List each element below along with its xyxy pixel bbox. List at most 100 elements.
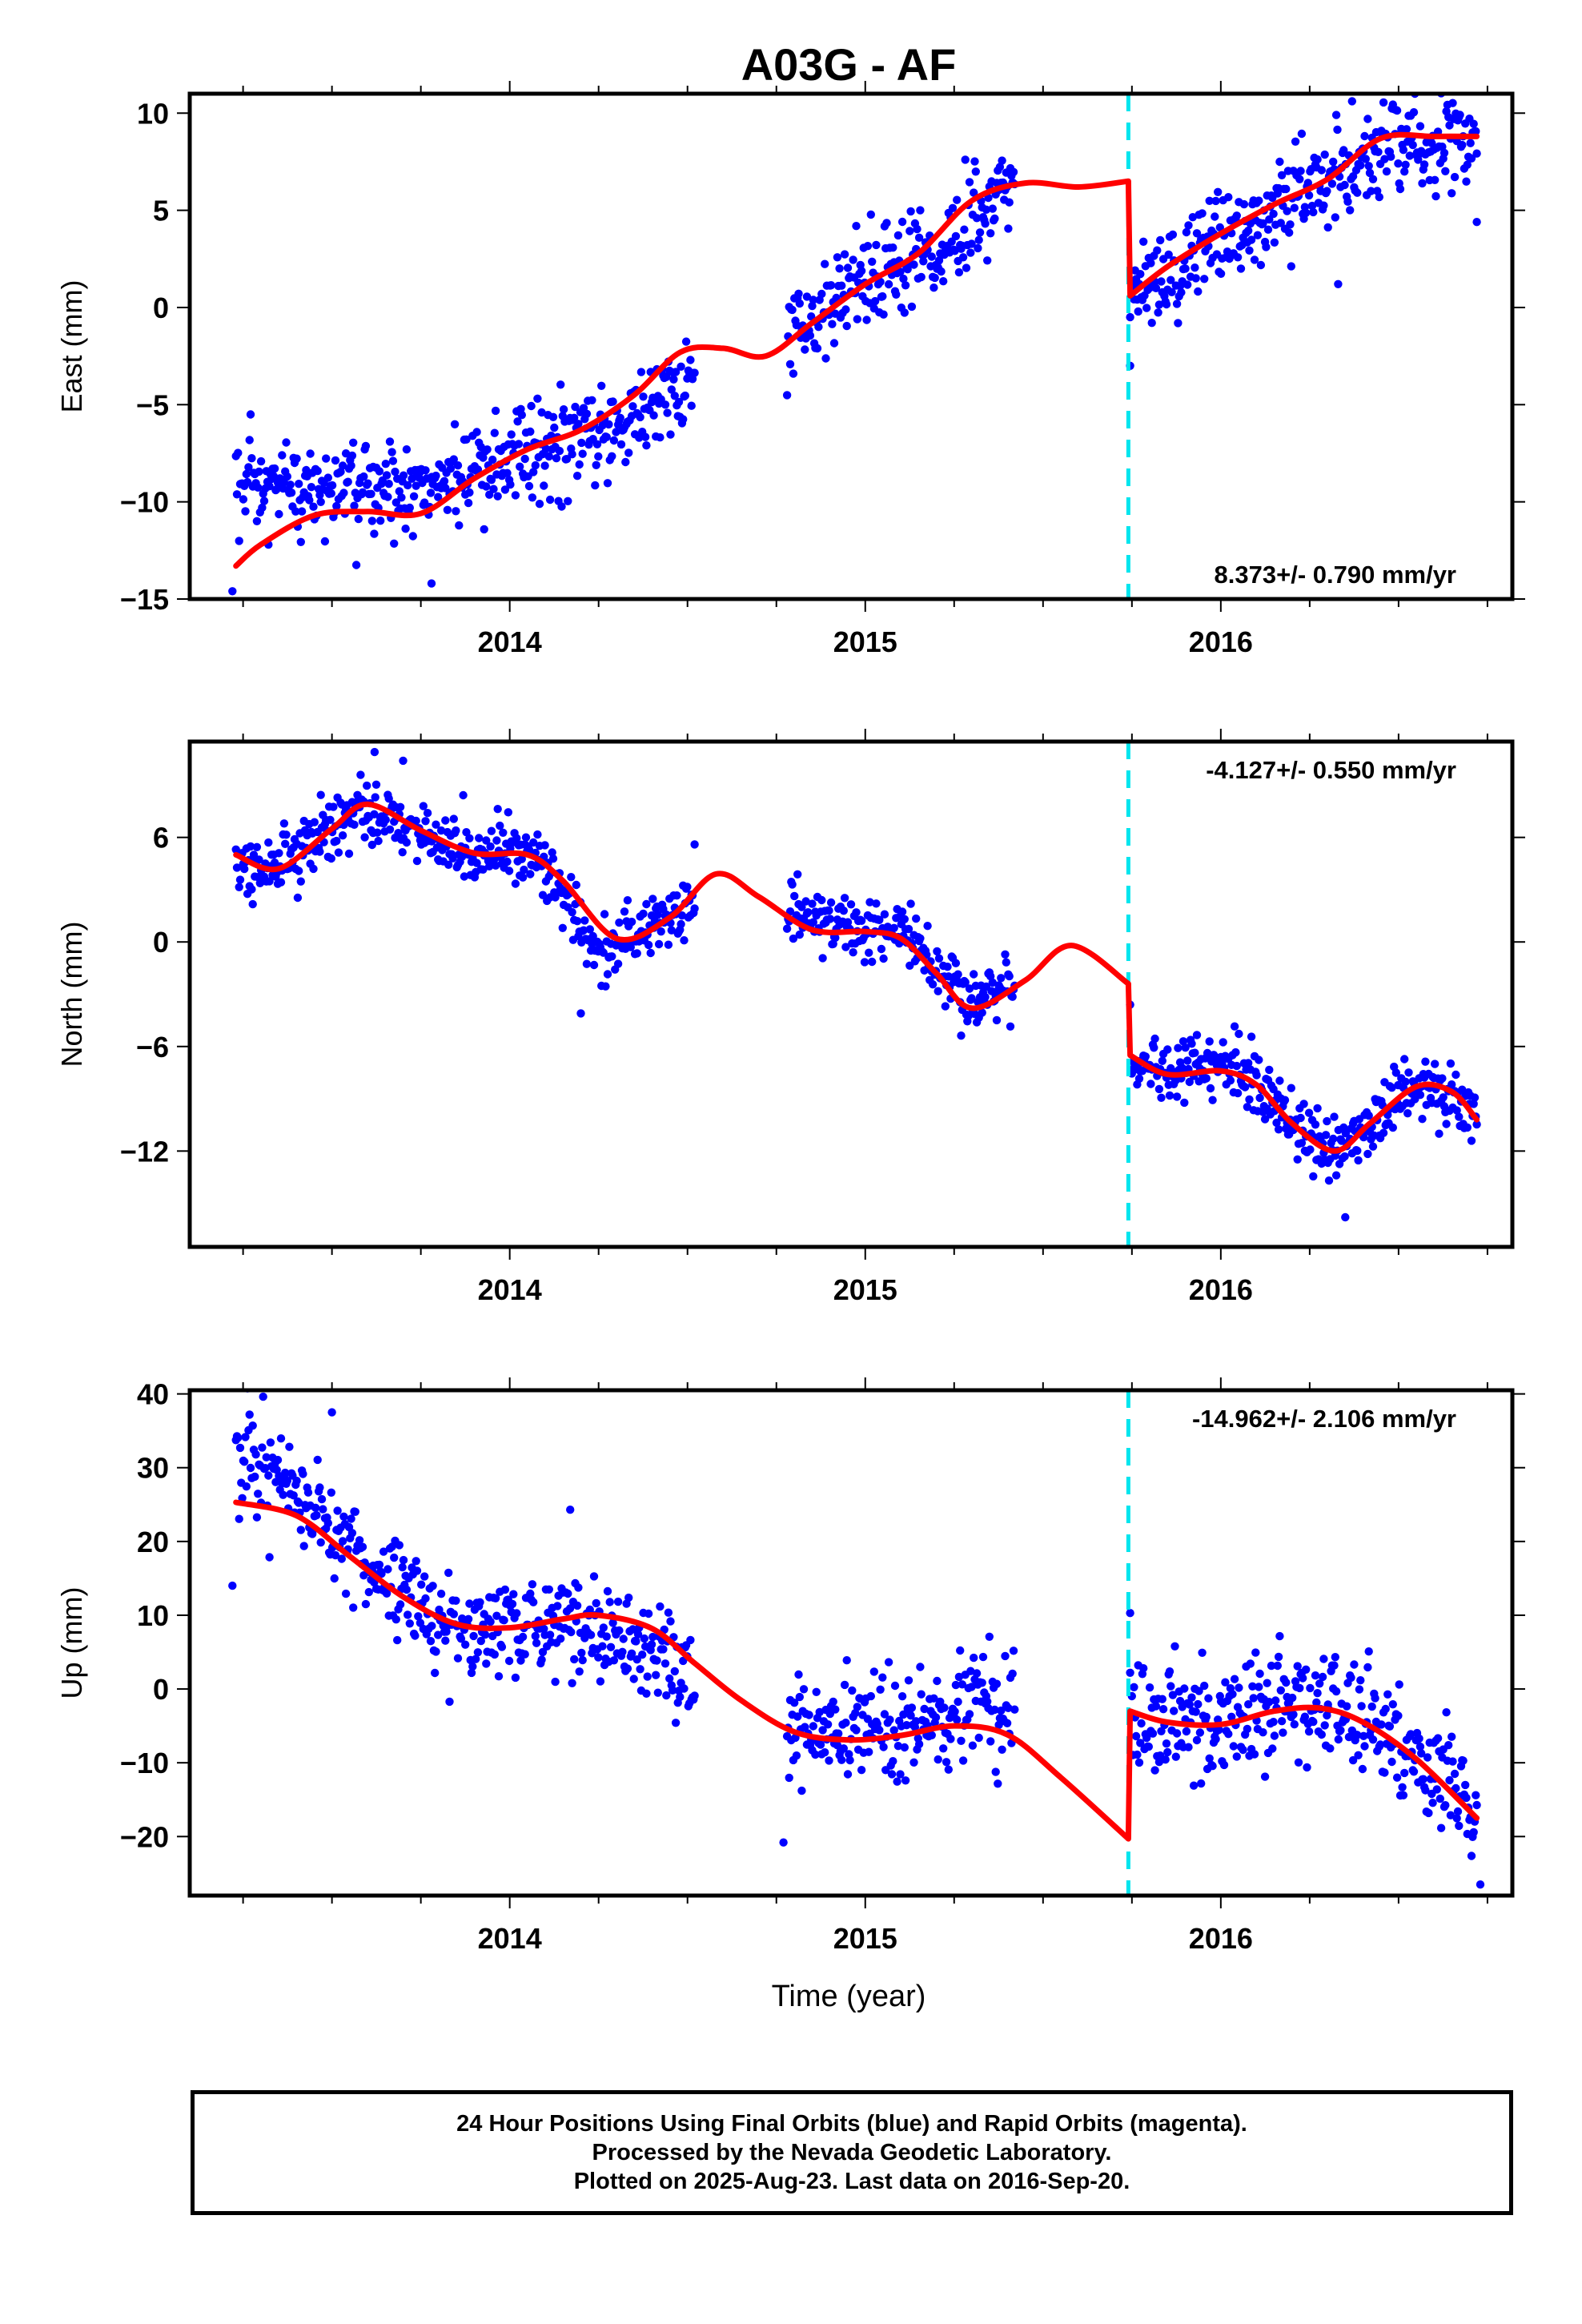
data-point [914,233,924,242]
data-point [459,790,468,800]
data-point [381,460,390,468]
data-point [1361,155,1371,163]
data-point [426,1637,436,1646]
data-point [1150,1034,1159,1043]
data-point [559,405,568,414]
data-point [327,854,335,863]
data-point [912,914,921,923]
data-point [936,1697,945,1707]
data-point [520,454,529,464]
data-point [837,281,846,290]
data-point [974,243,982,253]
data-point [486,1617,495,1626]
data-point [931,1713,941,1722]
data-point [1309,1717,1318,1727]
data-point [279,819,289,828]
data-point [1317,166,1327,175]
data-point [950,247,959,255]
data-point [364,1587,373,1597]
data-point [1192,1735,1202,1745]
data-point [1311,1120,1320,1129]
data-point [937,267,946,276]
data-point [1382,167,1391,176]
data-point [1283,207,1291,215]
data-point [535,500,544,509]
data-point [1467,154,1476,163]
data-point [636,412,644,422]
data-point [670,1667,679,1676]
data-point [923,922,932,931]
data-point [944,1765,954,1774]
data-point [995,163,1005,171]
data-point [907,1703,917,1712]
data-point [809,296,817,304]
data-point [1409,108,1419,117]
data-point [988,204,998,213]
data-point [1359,1731,1368,1740]
data-point [974,1733,983,1743]
data-point [598,1642,607,1651]
data-point [1232,1061,1242,1071]
data-point [644,940,653,950]
data-point [465,488,474,497]
y-tick-label: 0 [153,292,169,324]
data-point [465,834,474,843]
data-point [1195,1728,1205,1737]
data-point [1304,1108,1314,1117]
data-point [1387,1084,1396,1092]
data-point [1458,1085,1467,1094]
data-point [402,445,412,454]
data-point [615,1626,624,1635]
data-point [479,453,488,462]
data-point [266,1438,275,1447]
data-point [639,909,648,919]
footer-line-3: Plotted on 2025-Aug-23. Last data on 201… [573,2169,1130,2194]
data-point [807,312,816,321]
data-point [1406,1730,1415,1739]
data-point [338,1537,347,1546]
data-point [1354,1156,1363,1165]
data-point [1297,1139,1307,1148]
data-point [1271,1696,1280,1705]
data-point [644,1609,653,1618]
data-point [516,462,524,471]
data-point [821,259,829,268]
data-point [1134,1074,1144,1084]
data-point [857,267,866,275]
data-point [441,484,450,493]
data-point [383,1565,392,1574]
data-point [524,481,534,491]
data-point [974,235,983,244]
data-point [829,1697,837,1707]
data-point [690,1691,699,1700]
data-point [347,461,355,470]
data-point [344,849,354,858]
data-point [428,1582,437,1590]
data-point [1331,1687,1341,1696]
data-point [527,401,536,411]
data-point [373,828,382,837]
data-point [564,1589,572,1598]
data-point [982,205,991,214]
data-point [564,497,572,505]
data-point [500,485,510,494]
data-point [1010,1705,1019,1714]
data-point [826,898,836,907]
data-point [1401,160,1410,169]
data-point [667,926,676,935]
data-point [1323,223,1332,232]
data-points [231,747,1481,1222]
data-point [825,906,833,915]
data-point [840,250,849,259]
data-point [531,1631,540,1641]
data-point [468,1662,477,1671]
data-point [540,841,549,850]
data-point [572,880,580,890]
data-point [309,502,318,511]
data-point [1219,1760,1229,1770]
data-point [311,1503,320,1513]
data-point [664,940,673,949]
data-point [1447,189,1456,198]
data-point [597,381,606,390]
data-point [928,980,938,989]
